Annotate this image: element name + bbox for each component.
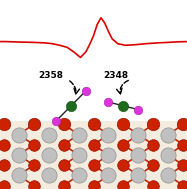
Point	[17, 153, 20, 156]
Point	[17, 133, 20, 136]
Point	[77, 174, 80, 177]
Point	[137, 108, 140, 111]
Point	[92, 123, 95, 126]
Point	[167, 133, 170, 136]
Point	[137, 133, 140, 136]
Point	[182, 123, 185, 126]
Point	[70, 104, 73, 107]
Point	[92, 164, 95, 167]
Point	[47, 174, 50, 177]
Point	[107, 133, 110, 136]
Point	[92, 184, 95, 187]
Point	[107, 153, 110, 156]
Point	[62, 123, 65, 126]
Point	[32, 123, 35, 126]
Point	[122, 123, 125, 126]
Point	[152, 164, 155, 167]
Point	[152, 184, 155, 187]
Point	[47, 133, 50, 136]
Point	[92, 143, 95, 146]
Point	[32, 164, 35, 167]
Point	[62, 143, 65, 146]
Point	[167, 174, 170, 177]
Point	[47, 153, 50, 156]
Point	[32, 184, 35, 187]
Point	[122, 184, 125, 187]
Point	[2, 164, 5, 167]
Bar	[0, 121, 187, 189]
Point	[55, 119, 58, 122]
Point	[107, 101, 110, 104]
Point	[122, 143, 125, 146]
Point	[182, 164, 185, 167]
Point	[62, 184, 65, 187]
Text: 2358: 2358	[38, 71, 63, 80]
Point	[2, 143, 5, 146]
Point	[32, 143, 35, 146]
Point	[167, 153, 170, 156]
Point	[85, 89, 88, 92]
Point	[137, 153, 140, 156]
Point	[122, 164, 125, 167]
Point	[2, 184, 5, 187]
Point	[2, 123, 5, 126]
Point	[77, 133, 80, 136]
Point	[77, 153, 80, 156]
Point	[17, 174, 20, 177]
Point	[152, 143, 155, 146]
Point	[152, 123, 155, 126]
Point	[122, 104, 125, 107]
Point	[182, 184, 185, 187]
Text: 2348: 2348	[103, 71, 128, 80]
Point	[107, 174, 110, 177]
Point	[182, 143, 185, 146]
Point	[137, 174, 140, 177]
Point	[62, 164, 65, 167]
